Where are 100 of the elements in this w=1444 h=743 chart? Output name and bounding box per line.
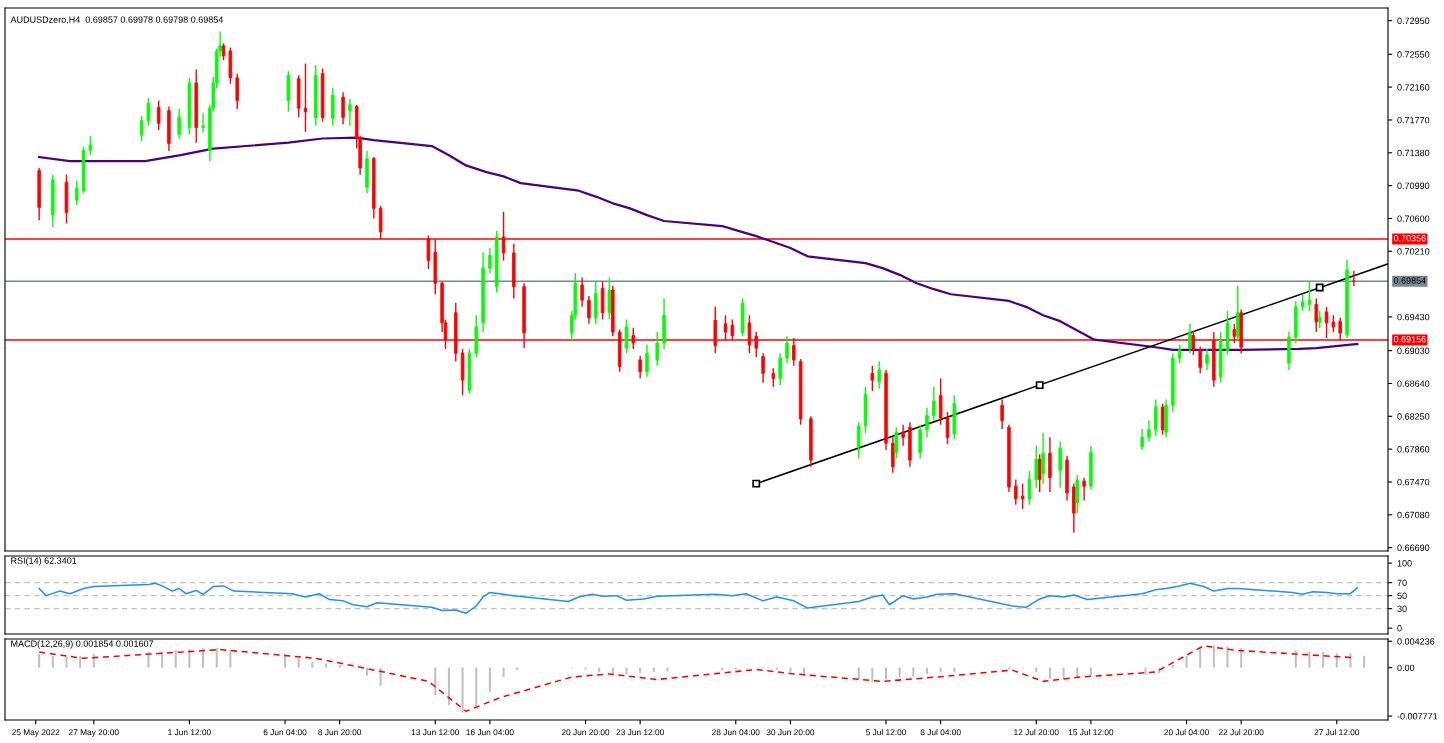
candlestick [341,91,345,125]
candlestick [945,411,950,445]
y-tick-label: 0.70600 [1397,215,1430,222]
candlestick [587,295,591,325]
bar [1335,653,1338,668]
bar [1076,667,1079,678]
candlestick [1000,398,1004,430]
candlestick [1198,345,1202,375]
bar [215,647,218,668]
chart-title: RSI(14) 62.3401 [11,557,77,566]
candlestick [645,344,649,378]
bar [871,667,874,682]
bar [475,667,478,709]
candlestick [1205,348,1209,371]
bar [202,648,205,668]
bar [283,653,287,668]
y-tick-label: 100 [1397,560,1412,567]
candlestick [348,98,352,127]
x-tick-label: 1 Jun 12:00 [168,729,211,736]
bar [1185,655,1188,668]
candlestick [1147,419,1151,443]
bar [297,657,300,668]
x-tick-label: 8 Jun 20:00 [318,729,362,736]
bar [324,663,328,668]
candlestick [580,276,584,308]
bar [1048,667,1051,679]
bar [857,667,860,679]
bar [1144,667,1147,676]
candlestick [938,377,943,426]
bar [1171,665,1174,668]
candlestick [918,424,922,460]
y-tick-label: 0.70990 [1397,182,1430,189]
candlestick [856,421,861,460]
bar [488,667,491,692]
y-tick-label: 0.69030 [1397,347,1430,354]
x-tick-label: 12 Jul 20:00 [1014,729,1059,736]
candlestick [655,331,659,367]
bar [338,665,341,668]
bar [161,651,164,668]
x-tick-label: 22 Jul 20:00 [1218,729,1264,736]
y-tick-label: 0.68640 [1397,380,1430,387]
candlestick [870,365,875,392]
candlestick [1307,280,1312,312]
line-series [38,582,1359,614]
x-tick-label: 16 Jun 04:00 [466,729,514,736]
x-tick-label: 20 Jun 20:00 [561,729,610,736]
y-tick-label: 30 [1397,605,1407,613]
candlestick [1037,453,1042,493]
bar [625,667,628,674]
candlestick [177,108,181,140]
bar [65,656,68,668]
bar [1308,651,1311,668]
x-tick-label: 27 Jul 12:00 [1314,729,1360,736]
candlestick [139,115,144,142]
bar [365,667,368,676]
bar [379,667,382,686]
y-tick-label: 0.67080 [1397,511,1430,519]
y-tick-label: -0.007771 [1397,713,1438,720]
candlestick [88,135,93,157]
y-tick-label: 0.00 [1397,664,1415,672]
candlestick [1020,482,1025,510]
text: AUDUSDzero,H4 0.69857 0.69978 0.69798 0.69854 [10,16,224,24]
y-tick-label: 0 [1397,625,1402,632]
x-tick-label: 23 Jun 12:00 [616,729,664,736]
x-tick-label: 8 Jul 04:00 [920,729,961,736]
candlestick [638,354,642,380]
bar [174,650,177,668]
x-tick-label: 25 May 2022 [12,729,60,737]
bar [1089,667,1092,676]
candlestick [771,367,776,388]
y-tick-label: 70 [1397,579,1407,587]
candlestick [1188,323,1192,354]
candlestick [1352,270,1356,287]
candlestick [925,407,929,439]
x-tick-label: 15 Jul 12:00 [1068,729,1114,736]
candlestick [1041,432,1045,485]
y-tick-label: 0.71770 [1397,116,1430,124]
y-tick-label: 50 [1397,592,1407,600]
y-tick-label: 0.67470 [1397,478,1430,486]
candlestick [761,352,765,384]
x-tick-label: 28 Jun 04:00 [712,729,760,736]
bar [898,667,901,678]
bar [1349,653,1352,668]
y-tick-label: 0.67860 [1397,446,1430,453]
candlestick [331,87,335,127]
candlestick [1177,344,1182,364]
x-tick-label: 6 Jun 04:00 [263,729,307,736]
candlestick [488,247,492,274]
point [1315,283,1324,292]
bar [1226,646,1229,668]
bar [92,653,95,668]
point [1035,381,1044,390]
candlestick [891,436,895,474]
candlestick [74,179,79,206]
candlestick [894,426,899,460]
bar [1199,648,1202,668]
candlestick [778,352,782,386]
point [752,479,761,488]
bar [1240,648,1243,668]
candlestick [1075,474,1079,514]
